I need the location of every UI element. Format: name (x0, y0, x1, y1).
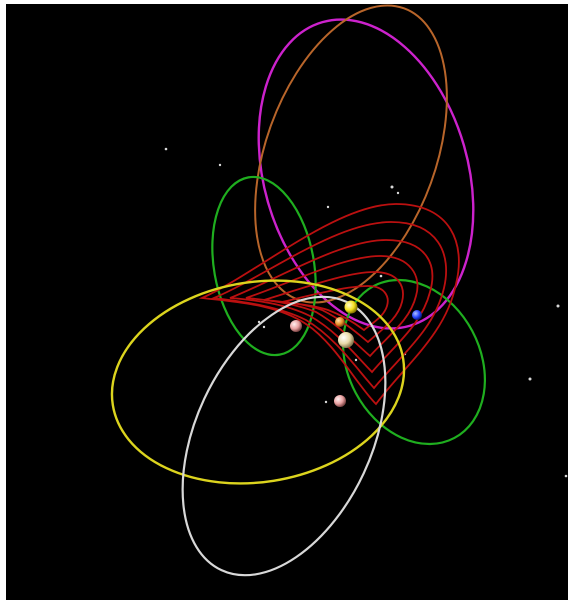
green-orbit-left (211, 175, 317, 357)
star (528, 377, 532, 381)
star (379, 274, 383, 278)
orbit-diagram (110, 4, 568, 577)
star (218, 163, 222, 167)
tan-planet (338, 332, 354, 348)
green-orbit-right (342, 278, 486, 446)
red-orbit (210, 221, 448, 390)
pink-planet-lower (334, 395, 346, 407)
yellow-planet (344, 300, 358, 314)
orange-orbit (254, 4, 448, 304)
star (396, 191, 400, 195)
star (556, 304, 560, 308)
blue-planet (412, 310, 422, 320)
star (390, 185, 394, 189)
orbit-scene (6, 4, 568, 600)
red-orbit (245, 255, 419, 358)
white-orbit (181, 295, 387, 577)
red-orbit (198, 203, 460, 406)
magenta-orbit (257, 18, 475, 330)
star (354, 358, 358, 362)
star (164, 147, 168, 151)
star (262, 325, 266, 329)
star (257, 320, 261, 324)
pink-planet-left (290, 320, 302, 332)
yellow-orbit (110, 279, 406, 485)
orange-planet (335, 317, 345, 327)
star (326, 205, 330, 209)
background-stars (164, 147, 568, 478)
star (564, 474, 568, 478)
star (324, 400, 328, 404)
red-orbit (263, 271, 404, 344)
